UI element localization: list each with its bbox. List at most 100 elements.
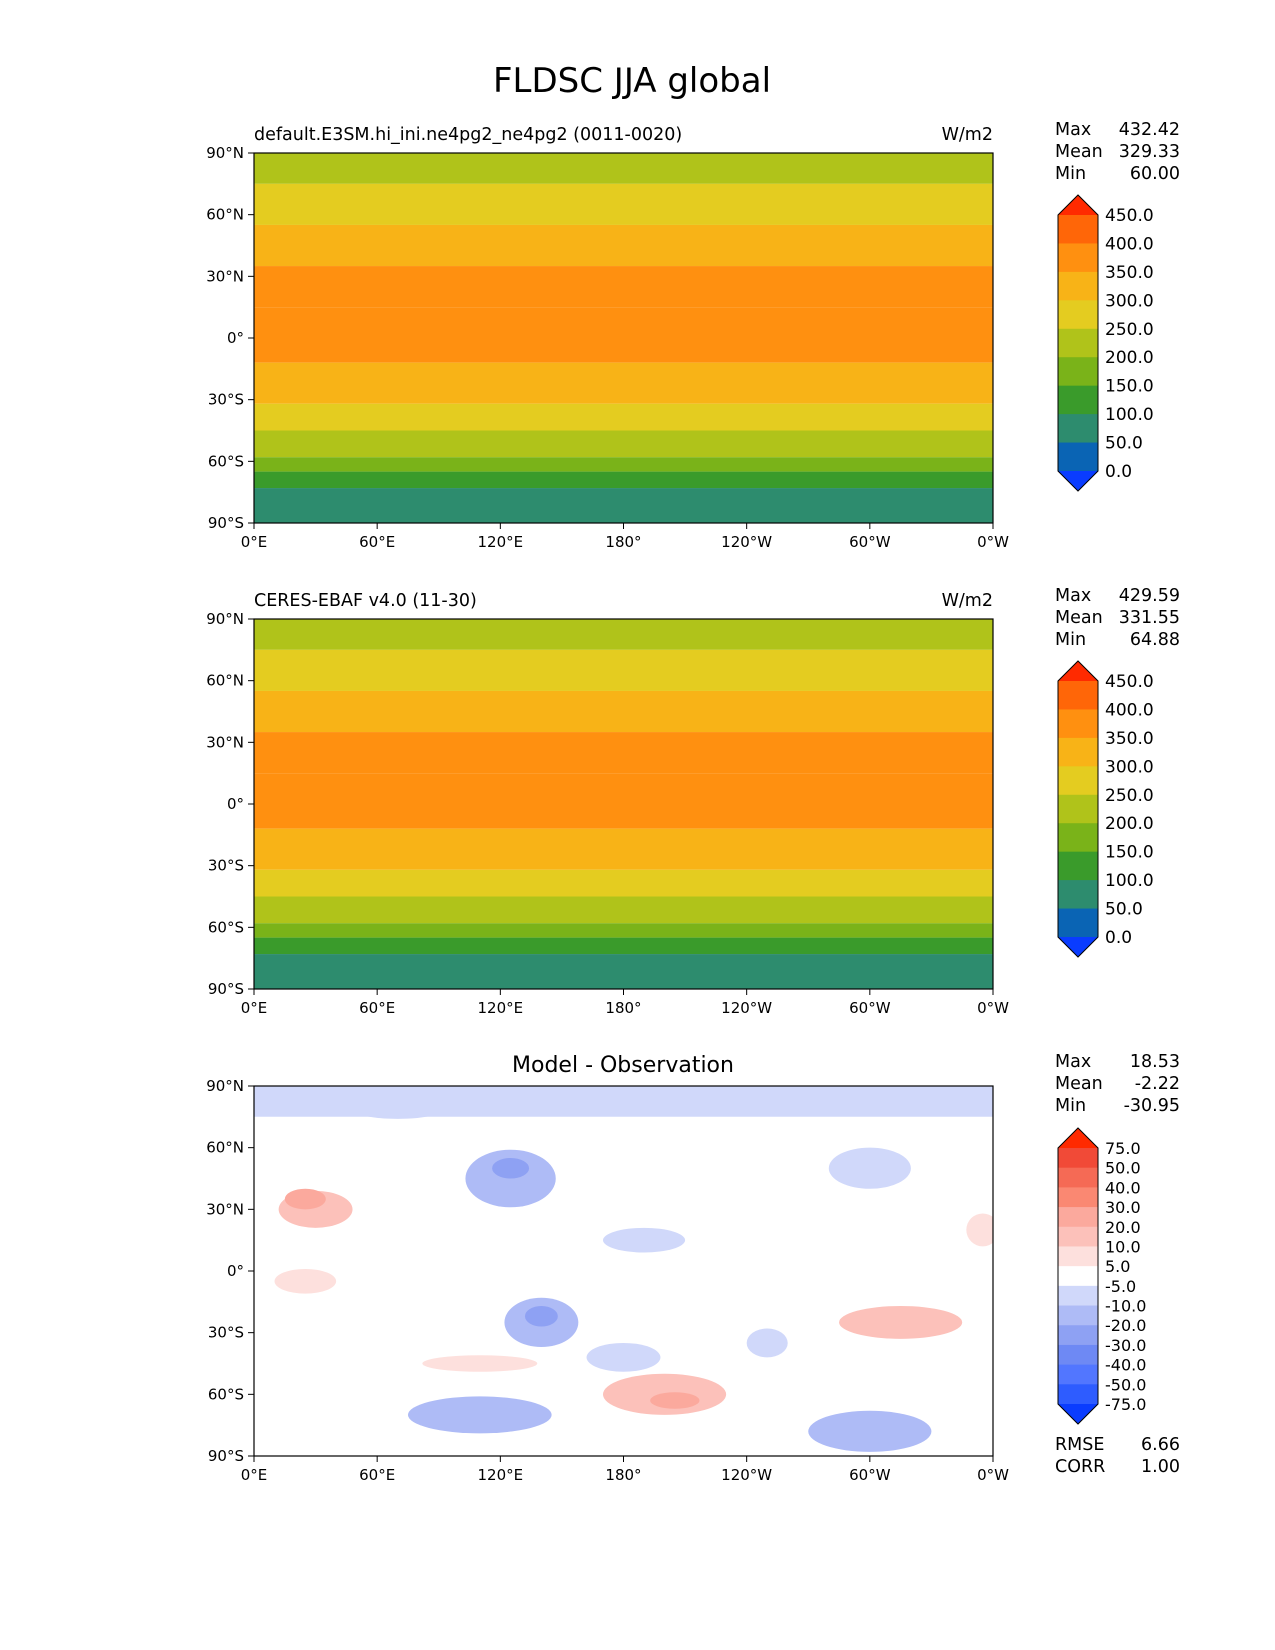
colorbar-tick-label: 350.0: [1105, 263, 1154, 283]
y-tick-label: 90°S: [208, 1447, 244, 1465]
lat-band: [254, 430, 993, 458]
rmse-value: 6.66: [1141, 1435, 1180, 1455]
stat-min-value: -30.95: [1124, 1096, 1180, 1116]
x-tick-label: 0°E: [241, 1466, 268, 1484]
stat-max-label: Max: [1055, 120, 1091, 140]
corr-value: 1.00: [1141, 1457, 1180, 1477]
colorbar-segment: [1058, 215, 1098, 244]
colorbar-tick-label: -10.0: [1105, 1297, 1146, 1316]
colorbar-segment: [1058, 1285, 1098, 1307]
y-tick-label: 30°N: [206, 267, 244, 285]
colorbar-tick-label: 450.0: [1105, 206, 1154, 226]
colorbar-outline: [1057, 194, 1099, 492]
lat-band: [254, 307, 993, 338]
colorbar-segment: [1058, 1384, 1098, 1405]
axes: 90°N 60°N 30°N 0° 30°S 60°S 90°S0°E 60°E 120°E 18…: [206, 144, 1009, 551]
anomaly-region: [586, 1342, 661, 1372]
anomaly-region: [284, 1188, 326, 1210]
x-tick-label: 180°: [605, 999, 641, 1017]
lat-band: [254, 1116, 993, 1132]
stat-min-label: Min: [1055, 630, 1086, 650]
y-tick-label: 0°: [227, 329, 244, 347]
y-tick-label: 0°: [227, 795, 244, 813]
colorbar-tick-label: 150.0: [1105, 377, 1154, 397]
colorbar-segment: [1058, 766, 1098, 796]
lat-band: [254, 266, 993, 308]
stat-mean-value: -2.22: [1135, 1074, 1180, 1094]
y-tick-label: 60°N: [206, 672, 244, 690]
lat-band: [254, 403, 993, 431]
colorbar-tick-label: -20.0: [1105, 1316, 1146, 1335]
colorbar-tick-label: 250.0: [1105, 786, 1154, 806]
stat-max-value: 432.42: [1119, 120, 1180, 140]
y-tick-label: 60°S: [208, 918, 244, 936]
colorbar-tick-label: 30.0: [1105, 1198, 1141, 1217]
colorbar-tick-label: 450.0: [1105, 672, 1154, 692]
lat-band: [254, 153, 993, 184]
colorbar-outline: [1057, 1127, 1099, 1425]
x-tick-label: 0°E: [241, 533, 268, 551]
axes: 90°N 60°N 30°N 0° 30°S 60°S 90°S0°E 60°E 120°E 18…: [206, 1077, 1009, 1484]
colorbar-tick-label: 50.0: [1105, 1159, 1141, 1178]
colorbar-tick-label: 75.0: [1105, 1139, 1141, 1158]
colorbar-segment: [1058, 1266, 1098, 1287]
lat-band: [254, 362, 993, 404]
y-tick-label: 30°S: [208, 391, 244, 409]
y-tick-label: 90°S: [208, 514, 244, 532]
y-tick-label: 30°S: [208, 857, 244, 875]
x-tick-label: 0°E: [241, 999, 268, 1017]
colorbar-extend-max: [1058, 1128, 1098, 1148]
anomaly-region: [422, 1355, 538, 1372]
colorbar-tick-label: 50.0: [1105, 900, 1143, 920]
colorbar-extend-max: [1058, 195, 1098, 215]
anomaly-region: [650, 1392, 700, 1409]
lat-band: [254, 649, 993, 691]
colorbar-tick-label: 150.0: [1105, 843, 1154, 863]
x-tick-label: 120°W: [721, 533, 772, 551]
colorbar-segment: [1058, 442, 1098, 472]
lat-band: [254, 954, 993, 989]
lat-band: [254, 732, 993, 774]
lat-band: [254, 457, 993, 472]
stat-max-value: 18.53: [1130, 1052, 1180, 1072]
stat-max-value: 429.59: [1119, 586, 1180, 606]
panel-title: CERES-EBAF v4.0 (11-30): [254, 591, 477, 611]
stat-max-label: Max: [1055, 586, 1091, 606]
colorbar-segment: [1058, 243, 1098, 273]
lat-band: [254, 183, 993, 225]
x-tick-label: 120°E: [478, 1466, 524, 1484]
colorbar-segment: [1058, 709, 1098, 739]
stat-min-label: Min: [1055, 1096, 1086, 1116]
colorbar-segment: [1058, 851, 1098, 881]
colorbar-tick-label: 0.0: [1105, 462, 1132, 482]
colorbar-tick-label: 200.0: [1105, 814, 1154, 834]
corr-label: CORR: [1055, 1457, 1105, 1477]
colorbar-segment: [1058, 357, 1098, 387]
panel-title: Model - Observation: [512, 1053, 734, 1078]
map-area: [253, 618, 994, 990]
colorbar: 75.050.040.030.020.010.05.0-5.0-10.0-20.…: [1057, 1127, 1146, 1425]
y-tick-label: 60°N: [206, 206, 244, 224]
panel-units: W/m2: [942, 125, 993, 145]
colorbar-tick-label: 100.0: [1105, 871, 1154, 891]
stats-box: Max 429.59 Mean 331.55 Min 64.88: [1055, 586, 1180, 650]
x-tick-label: 60°E: [359, 999, 395, 1017]
lat-band: [254, 224, 993, 267]
y-tick-label: 90°N: [206, 144, 244, 162]
colorbar-tick-label: 50.0: [1105, 434, 1143, 454]
lat-band: [254, 471, 993, 489]
x-tick-label: 60°E: [359, 533, 395, 551]
colorbar-tick-label: -75.0: [1105, 1395, 1146, 1414]
colorbar-tick-label: 300.0: [1105, 291, 1154, 311]
y-tick-label: 60°N: [206, 1139, 244, 1157]
lat-band: [254, 488, 993, 523]
panel-observation: CERES-EBAF v4.0 (11-30) W/m2 90°N 60°N 30°…: [206, 586, 1180, 1017]
x-tick-label: 60°W: [849, 1466, 891, 1484]
x-tick-label: 180°: [605, 1466, 641, 1484]
colorbar-tick-label: 300.0: [1105, 757, 1154, 777]
colorbar-segment: [1058, 737, 1098, 767]
anomaly-region: [746, 1328, 788, 1358]
y-tick-label: 30°N: [206, 1200, 244, 1218]
lat-band: [254, 896, 993, 924]
anomaly-region: [407, 1396, 552, 1434]
